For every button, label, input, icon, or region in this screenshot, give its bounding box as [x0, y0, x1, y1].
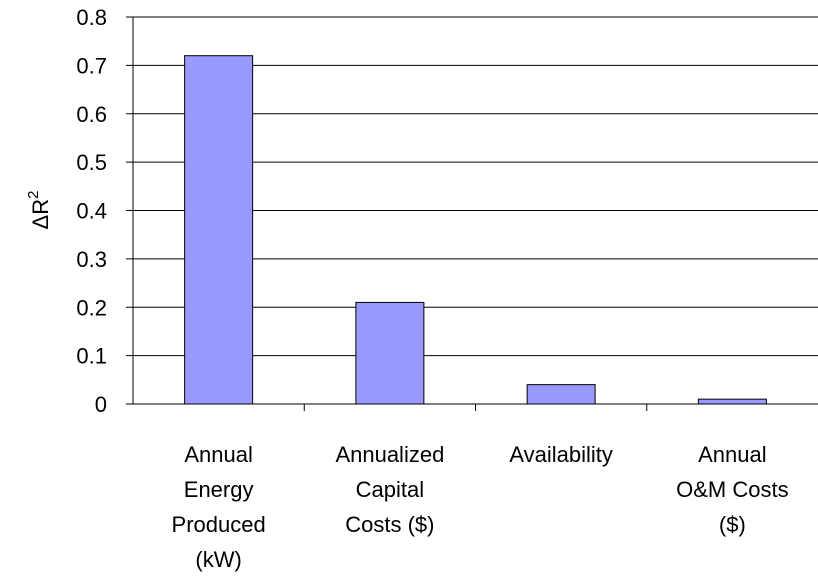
y-tick-label: 0.6 — [76, 102, 107, 127]
x-category-labels: Annual Energy Produced (kW) Annualized Capita… — [172, 442, 789, 572]
x-category-label-line: Capital — [356, 477, 424, 502]
x-category-label-line: Produced — [172, 512, 266, 537]
axes — [126, 16, 818, 411]
y-tick-label: 0.7 — [76, 53, 107, 78]
y-tick-label: 0.3 — [76, 247, 107, 272]
y-tick-label: 0.8 — [76, 5, 107, 30]
x-category-label-line: Annual — [184, 442, 253, 467]
x-category-label: Annual O&M Costs ($) — [676, 442, 788, 537]
x-category-label: Availability — [509, 442, 613, 467]
bar — [184, 55, 254, 405]
y-tick-label: 0.2 — [76, 295, 107, 320]
bar — [355, 301, 425, 405]
y-axis-label: ΔR2 — [25, 191, 53, 230]
y-axis-label-text: ΔR — [28, 199, 53, 230]
y-tick-labels: 0 0.1 0.2 0.3 0.4 0.5 0.6 0.7 0.8 — [76, 5, 107, 417]
y-tick-label: 0 — [95, 392, 107, 417]
x-category-label-line: Energy — [184, 477, 254, 502]
x-category-label: Annualized Capital Costs ($) — [335, 442, 444, 537]
bar — [697, 398, 767, 405]
y-tick-label: 0.1 — [76, 344, 107, 369]
bars — [184, 55, 767, 405]
x-category-label-line: ($) — [719, 512, 746, 537]
x-category-label-line: Availability — [509, 442, 613, 467]
x-category-label: Annual Energy Produced (kW) — [172, 442, 266, 572]
x-category-label-line: O&M Costs — [676, 477, 788, 502]
x-category-label-line: Costs ($) — [345, 512, 434, 537]
y-axis-label-superscript: 2 — [25, 191, 42, 199]
bar — [526, 384, 596, 405]
y-tick-label: 0.5 — [76, 150, 107, 175]
x-category-label-line: (kW) — [195, 547, 241, 572]
x-category-label-line: Annualized — [335, 442, 444, 467]
y-tick-label: 0.4 — [76, 199, 107, 224]
x-category-label-line: Annual — [698, 442, 767, 467]
